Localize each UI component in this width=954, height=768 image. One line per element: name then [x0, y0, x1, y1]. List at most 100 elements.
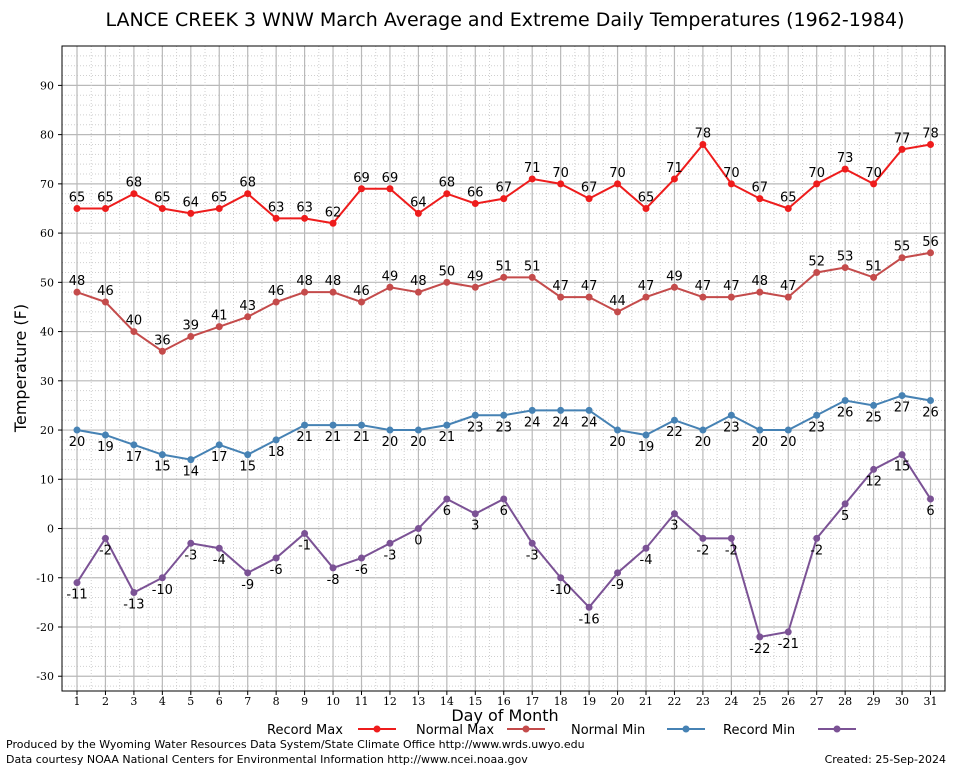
normal-max-point [443, 278, 451, 286]
normal-min-data-label: 20 [382, 435, 399, 450]
record-min-point [784, 628, 792, 636]
normal-max-data-label: 46 [97, 284, 114, 299]
normal-min-data-label: 15 [154, 460, 171, 475]
normal-max-point [927, 249, 934, 257]
normal-max-data-label: 43 [239, 299, 256, 314]
normal-max-data-label: 50 [439, 264, 456, 279]
normal-max-point [358, 298, 365, 306]
normal-max-point [215, 323, 223, 331]
x-tick-label: 24 [724, 695, 738, 708]
x-tick-label: 13 [411, 695, 425, 708]
normal-min-data-label: 19 [97, 440, 114, 455]
normal-max-data-label: 56 [922, 235, 939, 250]
normal-min-point [585, 406, 593, 414]
record-min-data-label: -3 [526, 548, 539, 563]
chart-title: LANCE CREEK 3 WNW March Average and Extr… [105, 9, 904, 31]
normal-max-point [756, 288, 764, 296]
normal-min-data-label: 20 [695, 435, 712, 450]
normal-min-data-label: 20 [69, 435, 86, 450]
normal-max-point [130, 328, 138, 336]
normal-max-data-label: 47 [581, 279, 598, 294]
x-tick-label: 27 [810, 695, 824, 708]
normal-min-point [727, 411, 735, 419]
record-min-data-label: -10 [550, 583, 571, 598]
record-max-point [557, 180, 565, 188]
normal-max-data-label: 49 [382, 269, 399, 284]
normal-max-data-label: 44 [609, 294, 626, 309]
record-min-data-label: 3 [670, 519, 678, 534]
y-tick-label: -10 [36, 572, 54, 585]
record-min-point [329, 564, 337, 572]
record-max-point [614, 180, 622, 188]
record-min-point [756, 633, 764, 641]
record-max-data-label: 63 [268, 200, 285, 215]
y-tick-label: 90 [40, 79, 54, 92]
normal-max-point [500, 273, 508, 281]
record-max-point [585, 195, 593, 203]
record-max-point [727, 180, 735, 188]
record-min-data-label: -10 [152, 583, 173, 598]
record-max-data-label: 68 [126, 176, 143, 191]
legend-marker [682, 725, 690, 733]
x-tick-label: 17 [525, 695, 539, 708]
legend-label: Normal Max [416, 723, 494, 738]
record-max-data-label: 66 [467, 186, 484, 201]
normal-max-data-label: 49 [467, 269, 484, 284]
normal-min-point [158, 451, 166, 459]
record-max-data-label: 70 [552, 166, 569, 181]
normal-max-point [870, 273, 878, 281]
normal-min-point [358, 421, 365, 429]
record-min-point [841, 500, 849, 508]
record-max-data-label: 62 [325, 205, 342, 220]
record-max-point [386, 185, 394, 193]
x-tick-label: 7 [244, 695, 251, 708]
normal-min-point [642, 431, 650, 439]
normal-max-point [727, 293, 735, 301]
x-axis-ticks: 1 2 3 4 5 6 7 8 9 10 11 12 13 14 15 16 17 18 19 20 21 22 23 24 2… [74, 691, 938, 708]
normal-min-data-label: 24 [524, 415, 541, 430]
record-min-data-label: 5 [841, 509, 849, 524]
normal-max-point [414, 288, 422, 296]
normal-max-data-label: 40 [126, 314, 143, 329]
normal-min-data-label: 23 [808, 420, 825, 435]
record-max-data-label: 69 [382, 171, 399, 186]
record-min-point [130, 589, 138, 597]
normal-max-point [699, 293, 707, 301]
record-min-point [101, 534, 109, 542]
record-min-data-label: -8 [327, 573, 340, 588]
legend-item-record-min: Record Min [723, 723, 856, 738]
x-tick-label: 23 [696, 695, 710, 708]
record-min-data-label: 6 [443, 504, 451, 519]
record-max-point [130, 190, 138, 198]
y-tick-label: 10 [40, 473, 54, 486]
normal-max-data-label: 47 [552, 279, 569, 294]
x-tick-label: 30 [895, 695, 909, 708]
record-max-data-label: 78 [922, 126, 939, 141]
record-min-point [614, 569, 622, 577]
x-tick-label: 20 [611, 695, 625, 708]
normal-max-point [272, 298, 280, 306]
footer-created-date: Created: 25-Sep-2024 [825, 753, 946, 766]
normal-max-point [158, 347, 166, 355]
record-max-data-label: 70 [808, 166, 825, 181]
normal-min-point [614, 426, 622, 434]
normal-max-data-label: 46 [268, 284, 285, 299]
normal-max-data-label: 47 [723, 279, 740, 294]
record-min-point [414, 525, 422, 533]
normal-min-data-label: 26 [922, 406, 939, 421]
record-min-data-label: -21 [778, 637, 799, 652]
x-tick-label: 15 [468, 695, 482, 708]
record-min-data-label: 3 [471, 519, 479, 534]
normal-min-point [500, 411, 508, 419]
record-max-point [101, 204, 109, 212]
record-max-data-label: 67 [495, 181, 512, 196]
record-min-point [500, 495, 508, 503]
record-max-data-label: 64 [410, 195, 427, 210]
normal-min-data-label: 27 [894, 401, 911, 416]
y-tick-label: 70 [40, 178, 54, 191]
record-min-point [301, 529, 309, 537]
record-max-data-label: 78 [695, 126, 712, 141]
normal-min-point [329, 421, 337, 429]
normal-min-point [898, 392, 906, 400]
